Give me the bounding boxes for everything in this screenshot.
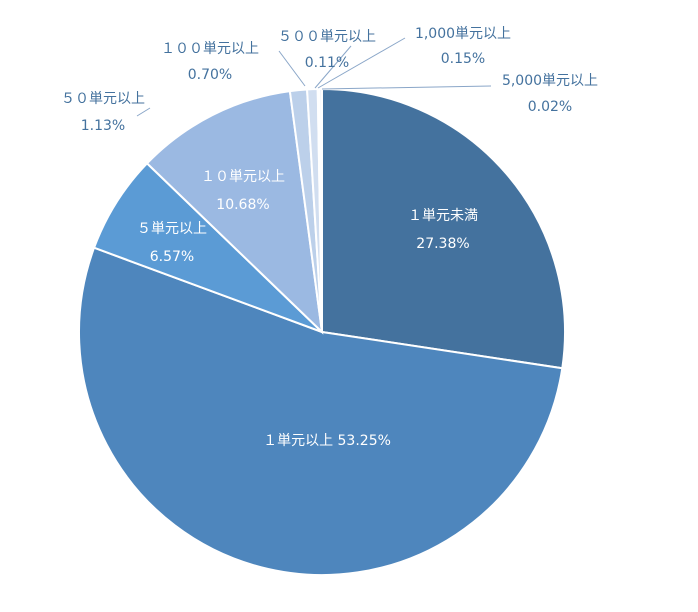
leader-line-9	[321, 85, 492, 90]
slice-label-5: ５０単元以上	[61, 91, 145, 107]
slice-label-1: １単元未満	[408, 208, 478, 224]
slice-label-2: １単元以上 53.25%	[263, 433, 391, 449]
slice-label-8: 1,000単元以上	[415, 26, 511, 42]
slice-label-7: ５００単元以上	[278, 29, 376, 45]
slice-label-4: １０単元以上	[201, 169, 285, 185]
pie-slices	[78, 87, 566, 577]
slice-value-3: 6.57%	[150, 249, 194, 265]
pie-slice-1	[321, 87, 566, 370]
slice-label-9: 5,000単元以上	[502, 73, 598, 89]
leader-line-6	[278, 50, 306, 87]
slice-label-6: １００単元以上	[161, 41, 259, 57]
slice-value-7: 0.11%	[305, 55, 349, 71]
slice-value-1: 27.38%	[416, 236, 469, 252]
leader-line-8	[317, 37, 406, 89]
slice-value-8: 0.15%	[441, 51, 485, 67]
slice-value-4: 10.68%	[216, 197, 269, 213]
slice-labels: １単元未満 27.38% １単元以上 53.25% ５単元以上 6.57% １０単元以上 1…	[61, 26, 598, 449]
slice-value-9: 0.02%	[528, 99, 572, 115]
slice-value-5: 1.13%	[81, 118, 125, 134]
slice-value-6: 0.70%	[188, 67, 232, 83]
leader-lines	[136, 37, 492, 117]
leader-line-7	[314, 45, 352, 89]
pie-slice-2	[78, 246, 564, 577]
leader-line-5	[136, 107, 151, 117]
slice-label-3: ５単元以上	[137, 221, 207, 237]
pie-slice-4	[145, 90, 324, 335]
